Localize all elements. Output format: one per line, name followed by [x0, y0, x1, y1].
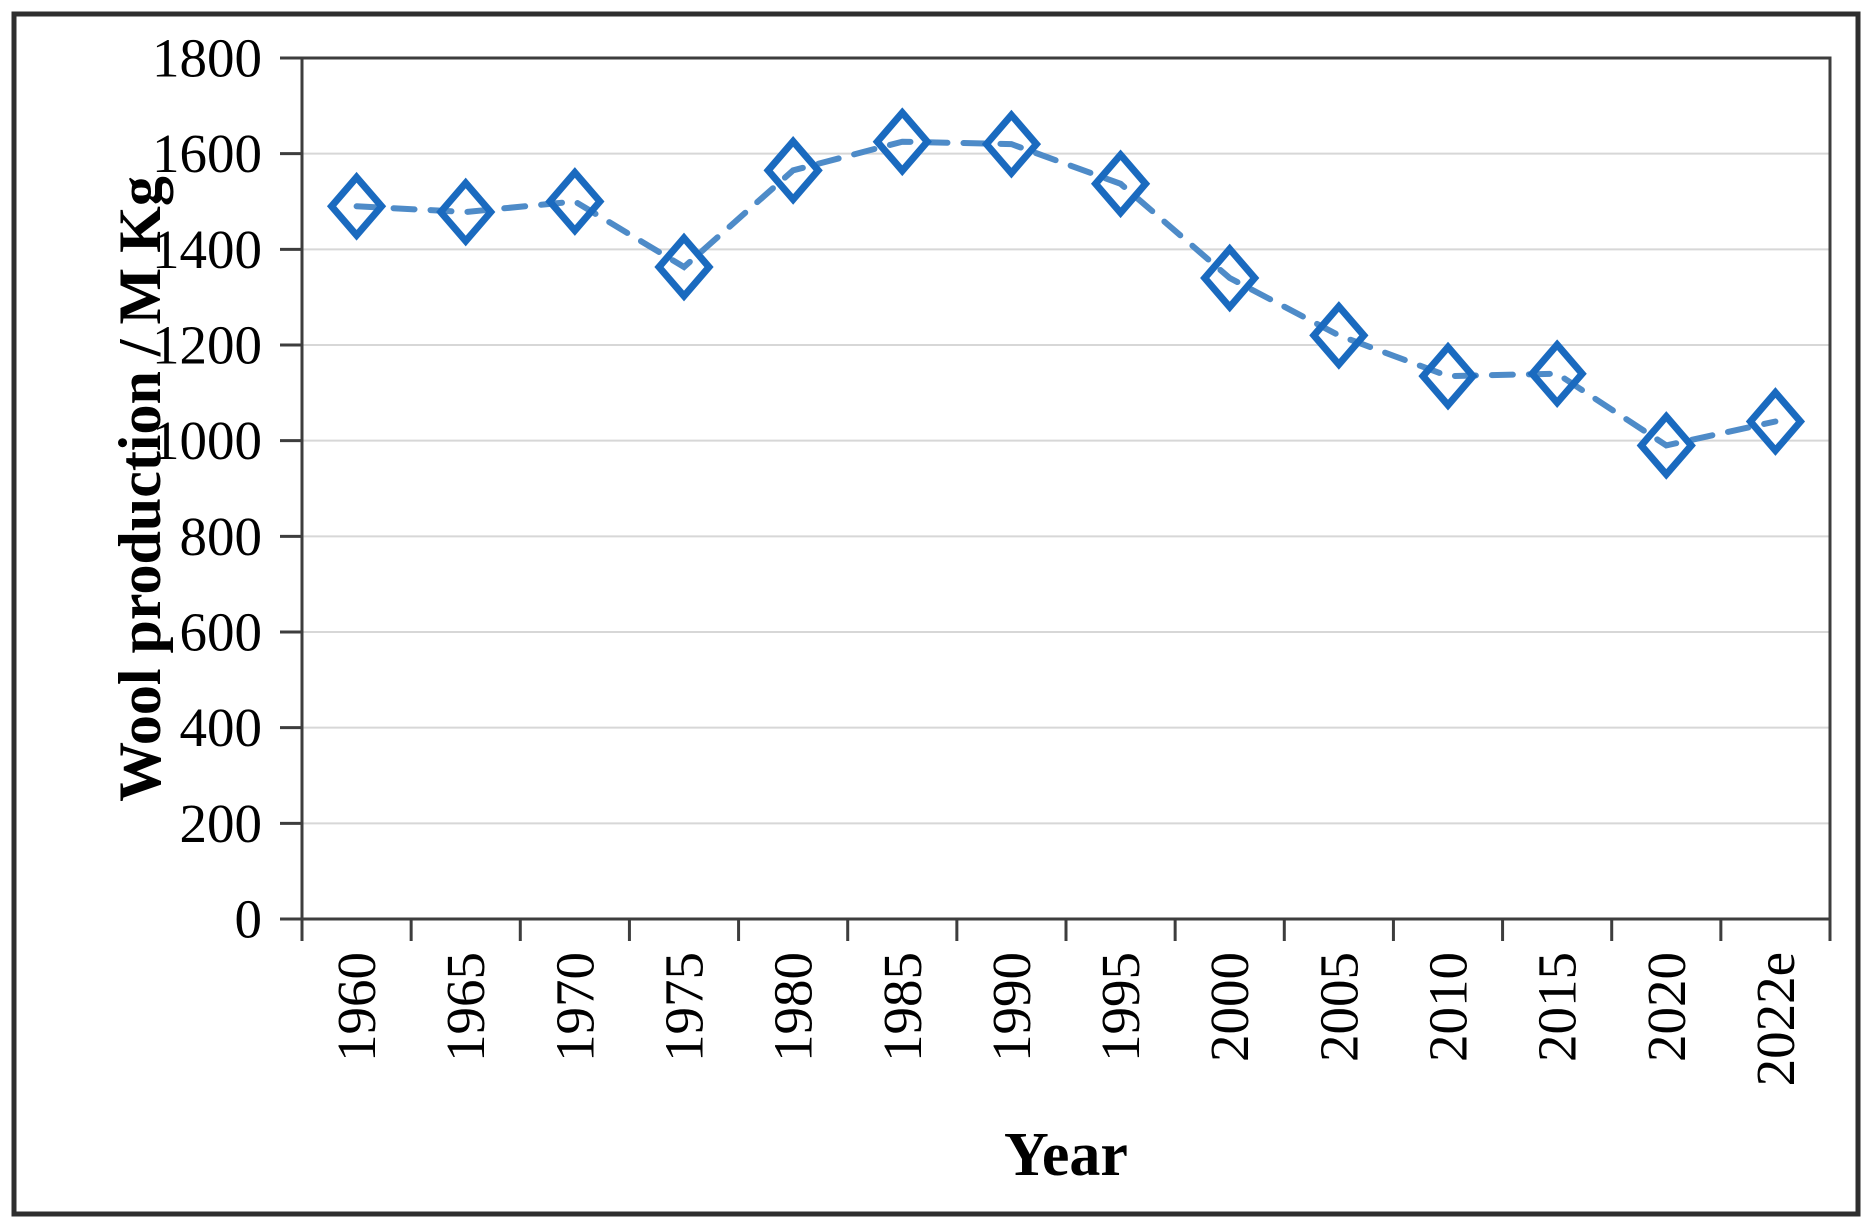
x-tick-label: 1965: [435, 952, 496, 1062]
y-axis-title: Wool production / M Kg: [107, 176, 173, 802]
gridlines: [302, 152, 1830, 825]
x-axis-tick-labels: 1960 1965 1970 1975 1980 1985 1990 1995 2000 2005…: [326, 952, 1806, 1086]
y-axis-ticks: [280, 56, 302, 921]
y-tick-label: 0: [235, 889, 263, 950]
x-tick-label: 1990: [981, 952, 1042, 1062]
figure-border: [11, 11, 1861, 1217]
y-tick-label: 200: [180, 793, 263, 854]
y-tick-label: 1200: [152, 315, 262, 376]
data-point-marker: [981, 109, 1042, 179]
x-tick-label: 1985: [872, 952, 933, 1062]
x-tick-label: 1970: [544, 952, 605, 1062]
data-point-marker: [1200, 243, 1260, 313]
x-tick-label: 2000: [1199, 952, 1260, 1062]
y-axis-tick-labels: 0 200 400 600 800 1000 1200 1400 1600 1800: [152, 28, 262, 950]
y-tick-label: 1600: [152, 123, 262, 184]
x-axis-title: Year: [1004, 1121, 1128, 1189]
x-axis-ticks: [300, 919, 1832, 941]
x-tick-label: 1995: [1090, 952, 1151, 1062]
x-tick-label: 1980: [763, 952, 824, 1062]
y-tick-label: 1800: [152, 28, 262, 89]
x-tick-label: 2010: [1418, 952, 1479, 1062]
x-tick-label: 2005: [1308, 952, 1369, 1062]
y-tick-label: 1000: [152, 410, 262, 471]
data-point-marker: [872, 107, 932, 177]
x-tick-label: 2015: [1527, 952, 1588, 1062]
data-point-marker: [1309, 301, 1369, 370]
data-point-marker: [1636, 411, 1696, 480]
y-tick-label: 1400: [152, 219, 262, 280]
y-tick-label: 400: [180, 697, 263, 758]
data-point-marker: [1527, 339, 1587, 409]
data-point-marker: [654, 232, 714, 302]
x-tick-label: 2022e: [1745, 952, 1806, 1086]
data-point-marker: [1745, 387, 1806, 456]
data-marker-fills: [331, 112, 1801, 475]
data-point-marker: [1418, 341, 1478, 411]
data-point-marker: [545, 167, 605, 236]
plot-area-border: [300, 56, 1832, 921]
data-markers: [326, 107, 1806, 480]
data-point-marker: [326, 171, 387, 241]
data-point-marker-fill: [1313, 306, 1364, 365]
x-tick-label: 1975: [654, 952, 715, 1062]
data-point-marker: [1090, 149, 1151, 219]
data-point-marker: [436, 177, 496, 247]
data-point-marker: [763, 136, 823, 205]
y-tick-label: 600: [180, 602, 263, 663]
y-tick-label: 800: [180, 506, 263, 567]
x-tick-label: 1960: [326, 952, 387, 1062]
x-tick-label: 2020: [1636, 952, 1697, 1062]
